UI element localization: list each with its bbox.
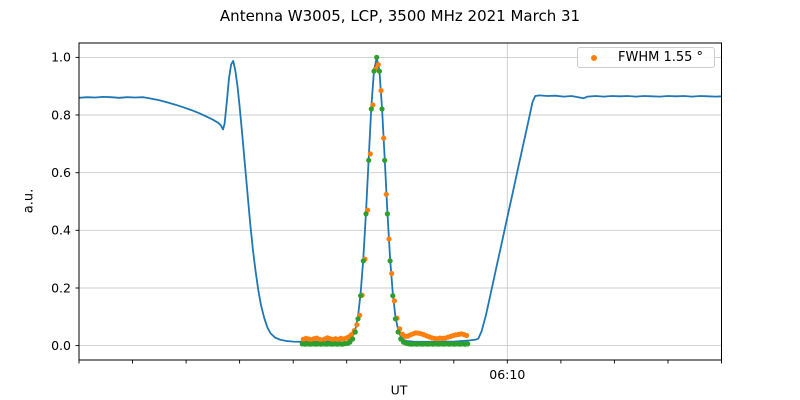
svg-text:1.0: 1.0	[51, 50, 71, 65]
svg-text:06:10: 06:10	[489, 367, 525, 382]
tick-labels: 0.0 0.2 0.4 0.6 0.8 1.0 06:10	[51, 50, 525, 382]
gridlines	[79, 43, 722, 360]
legend: FWHM 1.55 °	[577, 47, 715, 68]
fit-scatter	[299, 54, 471, 347]
data-scatter	[300, 62, 470, 343]
svg-text:0.8: 0.8	[51, 107, 71, 122]
svg-text:0.6: 0.6	[51, 165, 71, 180]
chart-title: Antenna W3005, LCP, 3500 MHz 2021 March …	[219, 7, 581, 25]
tick-marks	[75, 56, 722, 364]
plot-spines	[78, 42, 722, 361]
legend-marker-dot	[591, 54, 597, 61]
legend-label: FWHM 1.55 °	[618, 50, 704, 65]
svg-text:0.0: 0.0	[51, 338, 71, 353]
x-axis-label: UT	[390, 382, 408, 398]
y-axis-label: a.u.	[21, 188, 37, 214]
svg-text:0.4: 0.4	[51, 223, 71, 238]
signal-line	[79, 57, 722, 343]
svg-text:0.2: 0.2	[51, 280, 71, 295]
